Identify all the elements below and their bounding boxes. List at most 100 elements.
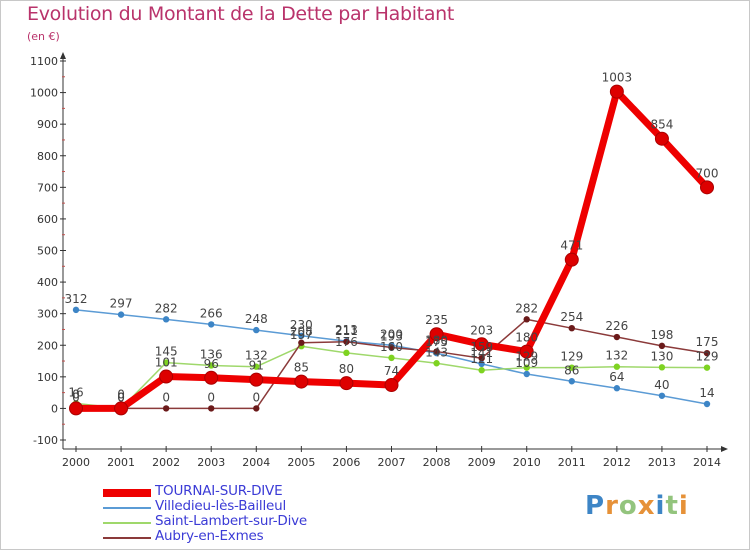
series-point (253, 405, 260, 412)
series-point (253, 326, 260, 334)
x-tick-label: 2002 (152, 456, 180, 469)
data-label: 14 (699, 386, 714, 400)
data-label: 159 (470, 340, 493, 354)
data-label: 101 (155, 356, 178, 370)
data-label: 213 (335, 323, 358, 337)
logo-letter: P (585, 491, 606, 521)
x-tick-label: 2001 (107, 456, 135, 469)
series-point (654, 131, 669, 146)
data-label: 143 (425, 345, 448, 359)
series-point (568, 364, 575, 371)
y-tick-label: -100 (33, 434, 58, 447)
data-label: 132 (245, 349, 268, 363)
series-point (72, 306, 80, 314)
proxiti-logo: Proxiti (585, 491, 689, 521)
data-label: 129 (515, 350, 538, 364)
series-point (249, 372, 264, 387)
data-label: 130 (650, 349, 673, 363)
series-point (433, 348, 440, 355)
series-point (343, 338, 350, 345)
legend-label: Aubry-en-Exmes (155, 528, 264, 544)
series-point (114, 401, 129, 416)
y-tick-label: 800 (37, 150, 58, 163)
y-tick-label: 100 (37, 371, 58, 384)
y-tick-label: 400 (37, 276, 58, 289)
series-point (609, 84, 624, 99)
series-point (703, 400, 711, 408)
data-label: 0 (117, 387, 125, 401)
data-label: 226 (605, 319, 628, 333)
data-label: 40 (654, 378, 669, 392)
data-label: 85 (294, 361, 309, 375)
series-point (429, 327, 444, 342)
series-point (159, 369, 174, 384)
x-tick-label: 2000 (62, 456, 90, 469)
data-label: 0 (162, 390, 170, 404)
data-label: 193 (380, 329, 403, 343)
data-label: 197 (290, 328, 313, 342)
data-label: 312 (65, 292, 88, 306)
series-point (613, 333, 621, 341)
x-tick-label: 2012 (603, 456, 631, 469)
series-point (568, 378, 575, 385)
logo-letter: o (618, 491, 638, 521)
legend-swatch (103, 507, 151, 509)
series-point (339, 376, 354, 391)
data-label: 121 (470, 352, 493, 366)
series-point (294, 374, 309, 389)
x-tick-label: 2006 (332, 456, 360, 469)
series-point (523, 316, 530, 323)
data-label: 248 (245, 312, 268, 326)
legend-swatch (103, 489, 151, 497)
chart-axes: -100010020030040050060070080090010001100… (30, 52, 728, 469)
chart-data-labels: 312 297 282 266 248 230 213 200 175 141 109 86 64 40 1… (65, 71, 719, 405)
y-tick-label: 900 (37, 118, 58, 131)
series-point (208, 362, 215, 369)
series-point (204, 370, 219, 385)
series-point (478, 367, 485, 374)
series-point (703, 364, 711, 371)
logo-letter: t (665, 491, 679, 521)
x-axis-arrow (721, 446, 728, 452)
x-tick-label: 2004 (242, 456, 270, 469)
y-tick-label: 700 (37, 181, 58, 194)
data-label: 64 (609, 370, 624, 384)
x-tick-label: 2009 (468, 456, 496, 469)
chart-series (69, 84, 714, 416)
y-tick-label: 1000 (30, 87, 58, 100)
data-label: 230 (290, 318, 313, 332)
y-tick-label: 0 (51, 402, 58, 415)
data-label: 471 (560, 239, 583, 253)
series-point (388, 344, 395, 351)
y-tick-label: 600 (37, 213, 58, 226)
data-label: 0 (117, 390, 125, 404)
x-tick-label: 2008 (423, 456, 451, 469)
data-label: 132 (605, 349, 628, 363)
data-label: 700 (696, 166, 719, 180)
data-label: 203 (470, 323, 493, 337)
series-point (478, 354, 485, 362)
legend-label: TOURNAI-SUR-DIVE (155, 483, 283, 499)
data-label: 129 (696, 350, 719, 364)
data-label: 141 (470, 346, 493, 360)
series-point (162, 316, 170, 323)
y-tick-label: 1100 (30, 55, 58, 68)
data-label: 16 (68, 385, 83, 399)
data-label: 0 (72, 390, 80, 404)
data-label: 91 (249, 359, 264, 373)
series-point (474, 337, 489, 352)
data-label: 109 (515, 356, 538, 370)
series-point (162, 405, 170, 412)
data-label: 282 (515, 301, 538, 315)
logo-letter: r (605, 491, 619, 521)
data-label: 160 (380, 340, 403, 354)
y-tick-label: 300 (37, 308, 58, 321)
unit-label: (en €) (27, 30, 60, 43)
series-point (117, 311, 125, 318)
data-label: 0 (117, 390, 125, 404)
series-point (384, 378, 399, 393)
chart-title: Evolution du Montant de la Dette par Hab… (27, 3, 455, 25)
y-axis-arrow (60, 52, 66, 59)
